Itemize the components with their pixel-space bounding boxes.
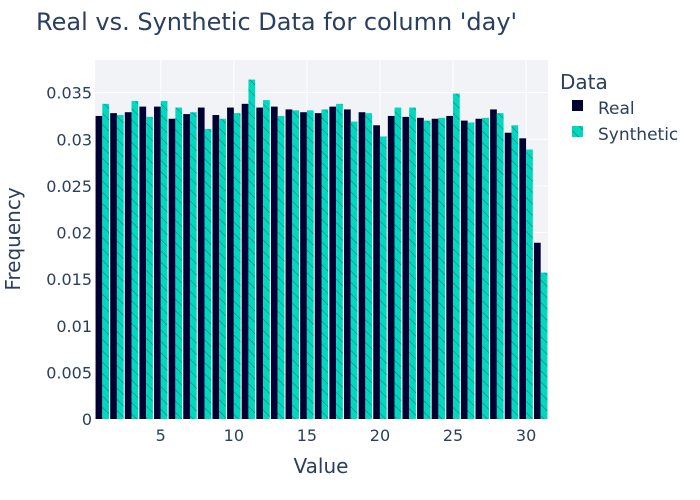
legend-label-real[interactable]: Real xyxy=(598,99,635,119)
bar-synthetic[interactable] xyxy=(336,103,343,419)
x-tick-label: 25 xyxy=(443,426,463,445)
bar-real[interactable] xyxy=(446,115,454,419)
bar-real[interactable] xyxy=(329,106,337,420)
x-tick-labels: 5 10 15 20 25 30 xyxy=(156,426,537,445)
bar-real[interactable] xyxy=(300,112,307,419)
bar-synthetic[interactable] xyxy=(102,103,110,419)
bars xyxy=(95,79,548,420)
bar-synthetic[interactable] xyxy=(350,121,358,419)
bar-synthetic[interactable] xyxy=(263,100,270,419)
bar-synthetic[interactable] xyxy=(540,272,548,419)
bar-synthetic[interactable] xyxy=(394,107,402,419)
bar-real[interactable] xyxy=(168,118,176,419)
bar-synthetic[interactable] xyxy=(379,136,387,419)
bar-synthetic[interactable] xyxy=(219,118,226,419)
bar-real[interactable] xyxy=(402,116,410,419)
bar-synthetic[interactable] xyxy=(438,117,446,419)
y-tick-label: 0.035 xyxy=(46,84,92,103)
bar-real[interactable] xyxy=(490,109,497,420)
bar-real[interactable] xyxy=(285,109,293,420)
bar-synthetic[interactable] xyxy=(146,116,153,419)
bar-real[interactable] xyxy=(460,120,468,420)
chart-title: Real vs. Synthetic Data for column 'day' xyxy=(36,8,517,36)
legend[interactable]: Data Real Synthetic xyxy=(560,70,678,145)
bar-real[interactable] xyxy=(358,112,366,419)
bar-real[interactable] xyxy=(241,103,249,419)
bar-synthetic[interactable] xyxy=(526,149,533,419)
bar-real[interactable] xyxy=(519,138,527,419)
bar-synthetic[interactable] xyxy=(409,107,416,419)
bar-synthetic[interactable] xyxy=(160,101,168,419)
bar-real[interactable] xyxy=(475,118,483,419)
y-tick-labels: 0 0.005 0.01 0.015 0.02 0.025 0.03 0.035 xyxy=(46,84,92,429)
bar-synthetic[interactable] xyxy=(292,110,299,419)
legend-label-synthetic[interactable]: Synthetic xyxy=(598,125,678,145)
bar-real[interactable] xyxy=(314,113,322,420)
bar-real[interactable] xyxy=(227,107,234,419)
bar-real[interactable] xyxy=(373,125,380,420)
y-tick-label: 0.025 xyxy=(46,177,92,196)
bar-real[interactable] xyxy=(110,113,117,420)
bar-real[interactable] xyxy=(431,118,439,419)
y-tick-label: 0.02 xyxy=(56,224,92,243)
x-axis-label: Value xyxy=(294,454,349,478)
bar-synthetic[interactable] xyxy=(306,110,314,419)
bar-real[interactable] xyxy=(270,106,278,420)
bar-synthetic[interactable] xyxy=(453,93,460,419)
bar-real[interactable] xyxy=(387,115,395,419)
bar-synthetic[interactable] xyxy=(116,115,124,420)
legend-title: Data xyxy=(560,70,608,94)
bar-synthetic[interactable] xyxy=(131,101,139,419)
y-tick-label: 0.005 xyxy=(46,363,92,382)
bar-synthetic[interactable] xyxy=(233,113,241,420)
bar-real[interactable] xyxy=(154,106,161,420)
bar-synthetic[interactable] xyxy=(248,79,256,419)
y-tick-label: 0 xyxy=(82,410,92,429)
y-tick-label: 0.01 xyxy=(56,317,92,336)
bar-synthetic[interactable] xyxy=(365,113,373,420)
bar-real[interactable] xyxy=(533,242,541,419)
legend-swatch-real[interactable] xyxy=(572,100,583,111)
bar-synthetic[interactable] xyxy=(511,125,519,420)
bar-synthetic[interactable] xyxy=(321,109,329,420)
x-tick-label: 30 xyxy=(516,426,536,445)
bar-real[interactable] xyxy=(417,117,424,419)
bar-real[interactable] xyxy=(344,109,351,420)
bar-real[interactable] xyxy=(212,115,220,420)
bar-real[interactable] xyxy=(197,107,205,419)
bar-synthetic[interactable] xyxy=(204,129,212,419)
bar-synthetic[interactable] xyxy=(423,120,431,420)
bar-real[interactable] xyxy=(504,132,512,420)
bar-real[interactable] xyxy=(256,107,264,419)
bar-synthetic[interactable] xyxy=(467,122,475,419)
legend-swatch-synthetic[interactable] xyxy=(572,126,583,137)
x-tick-label: 5 xyxy=(156,426,166,445)
bar-real[interactable] xyxy=(183,114,190,419)
bar-real[interactable] xyxy=(124,112,132,419)
bar-synthetic[interactable] xyxy=(496,113,504,420)
y-axis-label: Frequency xyxy=(1,187,25,290)
bar-synthetic[interactable] xyxy=(175,107,183,419)
x-tick-label: 20 xyxy=(370,426,390,445)
x-tick-label: 10 xyxy=(224,426,244,445)
x-tick-label: 15 xyxy=(297,426,317,445)
y-tick-label: 0.03 xyxy=(56,130,92,149)
bar-real[interactable] xyxy=(139,106,147,420)
bar-real[interactable] xyxy=(95,115,103,419)
y-tick-label: 0.015 xyxy=(46,270,92,289)
bar-synthetic[interactable] xyxy=(189,112,197,419)
bar-synthetic[interactable] xyxy=(482,117,489,419)
bar-synthetic[interactable] xyxy=(277,115,285,419)
